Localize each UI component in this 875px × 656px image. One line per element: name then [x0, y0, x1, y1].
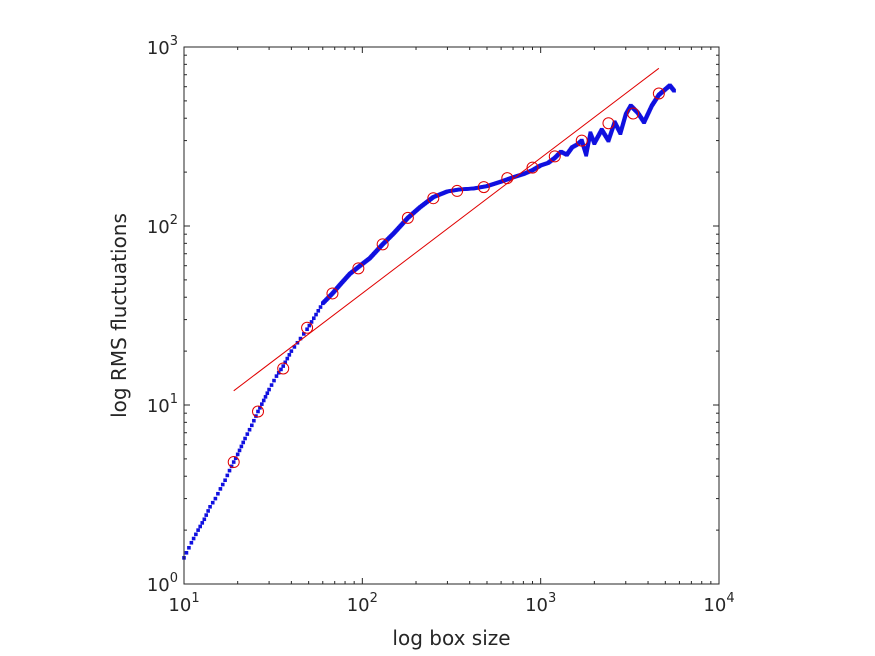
sample-marker: [451, 184, 464, 197]
x-tick-label: 104: [703, 591, 734, 616]
fluctuation-point: [235, 452, 240, 457]
fluctuation-point: [256, 409, 260, 414]
sample-marker: [427, 192, 440, 205]
fluctuation-point: [305, 327, 309, 332]
fluctuation-point: [279, 367, 283, 372]
fluctuation-point: [263, 395, 268, 399]
fluctuation-point: [285, 356, 290, 361]
fluctuation-point: [233, 456, 238, 461]
fluctuation-point: [247, 427, 252, 432]
fluctuation-point: [261, 398, 266, 403]
fluctuation-point: [274, 374, 279, 378]
fluctuation-point: [243, 436, 247, 441]
fluctuation-point: [202, 517, 207, 522]
fluctuation-point: [237, 448, 242, 453]
y-tick-label: 101: [147, 392, 178, 417]
sample-marker: [277, 362, 290, 375]
fluctuation-point: [260, 402, 264, 406]
fluctuation-point: [267, 387, 271, 392]
fluctuation-point: [292, 345, 297, 349]
x-axis-label: log box size: [392, 626, 510, 650]
fluctuation-point: [198, 524, 202, 529]
fluctuation-point: [276, 370, 281, 375]
y-axis-label: log RMS fluctuations: [107, 213, 131, 418]
fluctuation-point: [223, 478, 227, 483]
fluctuation-point: [206, 509, 210, 513]
sample-marker: [301, 321, 314, 334]
sample-marker: [401, 211, 414, 224]
fluctuation-dots: [182, 83, 676, 560]
fluctuation-point: [225, 473, 230, 478]
fluctuation-point: [210, 500, 215, 505]
fluctuation-point: [311, 316, 316, 321]
fluctuation-point: [218, 487, 223, 491]
fluctuation-point: [250, 423, 254, 428]
fluctuation-point: [245, 432, 250, 436]
fluctuation-point: [287, 353, 292, 357]
chart-marks: [182, 67, 676, 560]
fluctuation-point: [220, 482, 225, 487]
y-tick-label: 103: [147, 34, 178, 59]
x-tick-label: 102: [347, 591, 378, 616]
fluctuation-point: [208, 504, 212, 509]
fluctuation-point: [189, 540, 194, 545]
sample-marker: [501, 172, 514, 185]
fluctuation-point: [309, 320, 314, 324]
fluctuation-point: [241, 440, 246, 445]
sample-markers: [227, 87, 665, 469]
fluctuation-point: [194, 532, 198, 537]
fluctuation-point: [213, 496, 218, 501]
fluctuation-point: [318, 305, 323, 309]
sample-marker: [652, 87, 665, 100]
fluctuation-point: [252, 418, 256, 423]
fluctuation-point: [298, 336, 303, 341]
fluctuation-point: [229, 464, 234, 469]
sample-marker: [477, 181, 490, 194]
fluctuation-point: [239, 444, 244, 449]
fluctuation-point: [200, 521, 205, 525]
axis-ticks: [183, 46, 720, 585]
fluctuation-point: [231, 460, 236, 464]
x-tick-label: 101: [168, 591, 199, 616]
fit-line: [233, 67, 660, 392]
y-tick-label: 102: [147, 213, 178, 238]
sample-marker: [575, 134, 588, 147]
fluctuation-point: [316, 309, 321, 313]
fluctuation-point: [314, 312, 318, 317]
fluctuation-point: [196, 528, 200, 532]
fluctuation-point: [283, 360, 288, 365]
fluctuation-point: [216, 491, 220, 496]
fluctuation-point: [281, 364, 286, 368]
fluctuation-point: [191, 536, 196, 541]
sample-marker: [602, 117, 615, 130]
fluctuation-point: [227, 468, 232, 473]
x-tick-label: 103: [525, 591, 556, 616]
sample-marker: [326, 287, 339, 300]
fluctuation-point: [258, 406, 262, 410]
axes-box: [183, 46, 720, 585]
fluctuation-point: [269, 383, 274, 387]
fluctuation-point: [204, 513, 209, 517]
sample-marker: [252, 405, 265, 418]
fluctuation-point: [301, 332, 306, 336]
sample-marker: [352, 262, 365, 275]
sample-marker: [376, 238, 389, 251]
fluctuation-point: [184, 551, 189, 555]
sample-marker: [526, 161, 539, 174]
fluctuation-point: [187, 545, 191, 550]
sample-marker: [227, 456, 240, 469]
sample-marker: [627, 107, 640, 120]
fluctuation-point: [265, 391, 270, 395]
fluctuation-point: [672, 88, 676, 93]
fluctuation-point: [289, 349, 294, 353]
fluctuation-point: [307, 323, 312, 328]
fluctuation-point: [272, 378, 276, 383]
y-tick-label: 100: [147, 571, 178, 596]
sample-marker: [548, 150, 561, 163]
